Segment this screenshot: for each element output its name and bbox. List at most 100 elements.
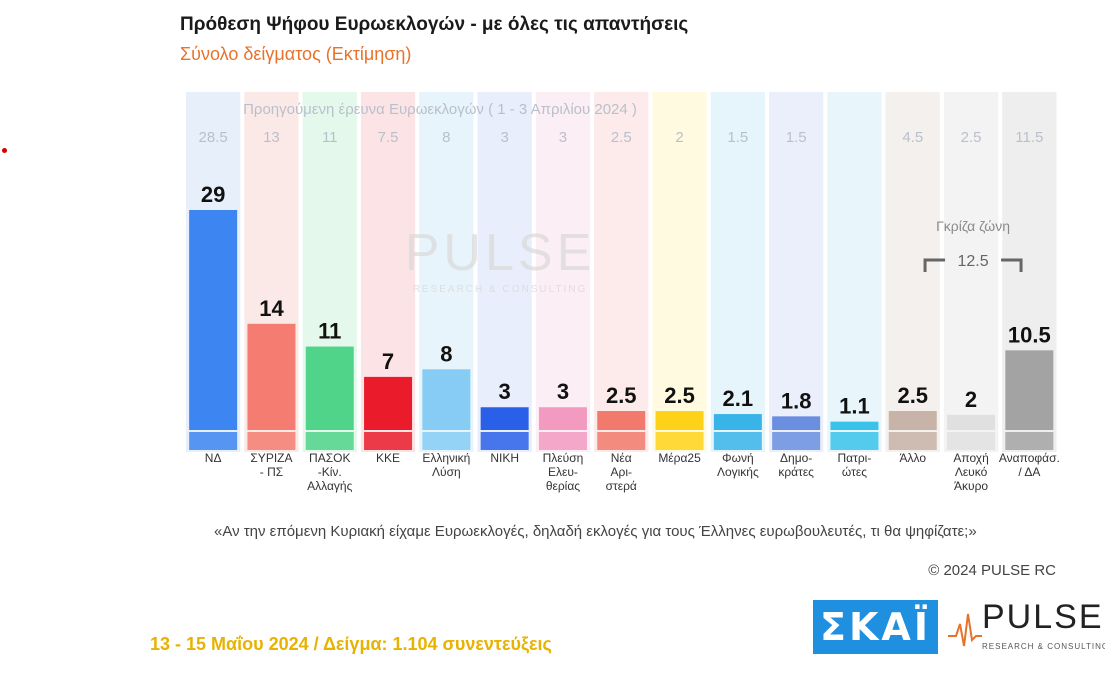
column-background — [710, 92, 765, 452]
previous-value-label: 2 — [675, 129, 683, 146]
data-label: 7 — [382, 349, 394, 374]
data-label: 10.5 — [1008, 322, 1051, 347]
data-label: 11 — [318, 319, 341, 344]
column-background — [885, 92, 940, 452]
bar — [538, 407, 587, 430]
previous-value-label: 28.5 — [199, 129, 228, 146]
column-background — [827, 92, 882, 452]
column-background — [943, 92, 999, 452]
bar — [422, 369, 471, 430]
previous-value-label: 13 — [263, 129, 280, 146]
bar — [947, 414, 996, 430]
bar — [1005, 350, 1054, 430]
bar — [655, 411, 704, 430]
bar — [772, 416, 821, 430]
previous-value-label: 11.5 — [1015, 129, 1043, 146]
previous-value-label: 3 — [559, 129, 567, 146]
data-label: 2.1 — [723, 386, 754, 411]
pulse-wave-icon — [948, 613, 982, 647]
column-background — [769, 92, 824, 452]
party-logo-icon — [538, 432, 587, 450]
fieldwork-info: 13 - 15 Μαΐου 2024 / Δείγμα: 1.104 συνεν… — [150, 634, 552, 654]
category-label: ΚΚΕ — [376, 451, 400, 465]
chart-title: Πρόθεση Ψήφου Ευρωεκλογών - με όλες τις … — [180, 14, 689, 35]
category-label: Πατρι-ώτες — [838, 451, 872, 479]
previous-value-label: 3 — [500, 129, 508, 146]
bar — [597, 411, 646, 430]
data-label: 3 — [499, 379, 511, 404]
previous-value-label: 2.5 — [611, 129, 632, 146]
party-logo-icon — [830, 432, 879, 450]
category-label: Φωνή Λογικής — [717, 451, 759, 479]
previous-value-label: 4.5 — [902, 129, 923, 146]
bar — [305, 346, 354, 430]
data-label: 2 — [965, 387, 977, 412]
party-logo-icon — [189, 432, 238, 450]
data-label: 2.5 — [664, 383, 695, 408]
skai-logo: ΣΚΑΪ — [813, 600, 938, 654]
category-label: Άλλο — [899, 451, 926, 465]
bar — [713, 414, 762, 430]
category-label: Πλεύση Ελευ-θερίας — [543, 451, 584, 493]
red-dot-marker — [2, 148, 7, 153]
category-label: Νέα Αρι-στερά — [606, 451, 637, 493]
party-logo-icon — [947, 432, 996, 450]
watermark-subtext: RESEARCH & CONSULTING — [413, 284, 588, 295]
party-logo-icon — [305, 432, 354, 450]
party-logo-icon — [422, 432, 471, 450]
watermark-text: PULSE — [405, 224, 596, 282]
previous-survey-label: Προηγούμενη έρευνα Ευρωεκλογών ( 1 - 3 Α… — [243, 101, 637, 118]
data-label: 1.8 — [781, 388, 812, 413]
data-label: 2.5 — [897, 383, 928, 408]
data-label: 1.1 — [839, 394, 870, 419]
data-label: 14 — [259, 296, 284, 321]
column-background — [594, 92, 649, 452]
column-background — [535, 92, 591, 452]
grey-zone-value: 12.5 — [957, 253, 988, 270]
bar — [364, 376, 413, 430]
data-label: 29 — [201, 182, 225, 207]
bar — [830, 421, 879, 430]
party-logo-icon — [772, 432, 821, 450]
bar — [247, 323, 296, 430]
previous-value-label: 1.5 — [786, 129, 807, 146]
category-label: Μέρα25 — [658, 451, 701, 465]
party-logo-icon — [480, 432, 529, 450]
data-label: 8 — [440, 341, 452, 366]
party-logo-icon — [713, 432, 762, 450]
party-logo-icon — [597, 432, 646, 450]
category-label: Αναποφάσ. / ΔΑ — [999, 451, 1060, 479]
column-background — [477, 92, 532, 452]
category-label: Δημο-κράτες — [778, 451, 814, 479]
copyright-text: © 2024 PULSE RC — [928, 562, 1056, 579]
grey-zone-label: Γκρίζα ζώνη — [936, 218, 1010, 234]
survey-question: «Αν την επόμενη Κυριακή είχαμε Ευρωεκλογ… — [214, 523, 977, 540]
category-label: ΝΔ — [205, 451, 222, 465]
category-label: Ελληνική Λύση — [422, 451, 470, 479]
bar — [189, 210, 238, 430]
previous-value-label: 8 — [442, 129, 450, 146]
data-label: 2.5 — [606, 383, 637, 408]
category-label: Αποχή Λευκό Άκυρο — [953, 451, 988, 493]
pulse-logo: PULSE RESEARCH & CONSULTING — [948, 598, 1105, 658]
party-logo-icon — [655, 432, 704, 450]
pulse-logo-text: PULSE — [982, 598, 1104, 636]
previous-value-label: 2.5 — [961, 129, 982, 146]
party-logo-icon — [247, 432, 296, 450]
chart-subtitle: Σύνολο δείγματος (Εκτίμηση) — [180, 44, 412, 64]
category-label: ΝΙΚΗ — [490, 451, 519, 465]
bar — [480, 407, 529, 430]
party-logo-icon — [1005, 432, 1054, 450]
category-label: ΠΑΣΟΚ -Κίν. Αλλαγής — [307, 451, 352, 493]
bar-chart: PULSE RESEARCH & CONSULTING Προηγούμενη έρ… — [186, 92, 1060, 493]
data-label: 3 — [557, 379, 569, 404]
bar — [888, 411, 937, 430]
pulse-logo-subtext: RESEARCH & CONSULTING — [982, 642, 1105, 651]
party-logo-icon — [888, 432, 937, 450]
previous-value-label: 7.5 — [378, 129, 399, 146]
category-label: ΣΥΡΙΖΑ - ΠΣ — [250, 451, 292, 479]
column-background — [652, 92, 707, 452]
previous-value-label: 11 — [322, 129, 338, 146]
previous-value-label: 1.5 — [727, 129, 748, 146]
grey-zone-bracket — [923, 258, 1023, 272]
